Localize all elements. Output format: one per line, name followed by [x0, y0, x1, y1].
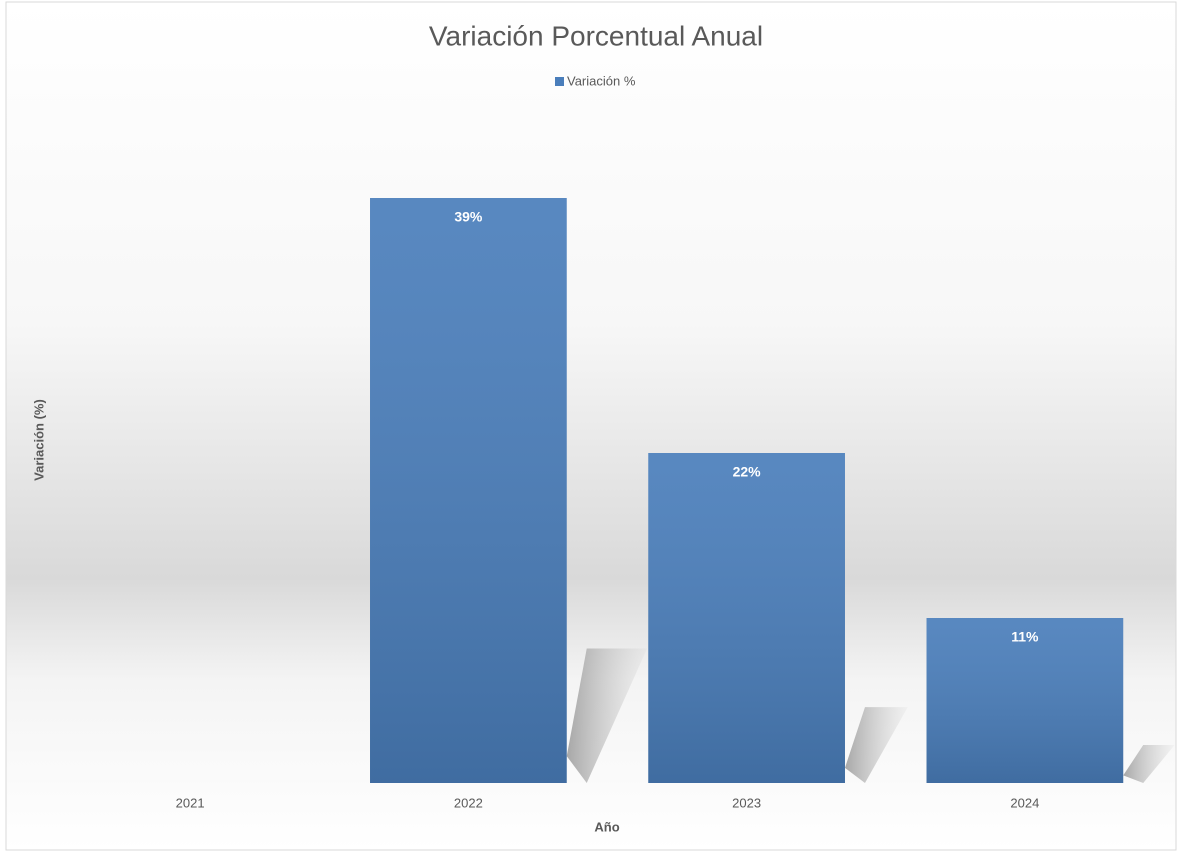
data-label: 11% [1011, 629, 1039, 645]
legend-swatch [555, 77, 564, 86]
bar-shadow [844, 707, 908, 783]
bar-shade [370, 198, 567, 783]
bar-shade [926, 618, 1124, 783]
x-tick-label: 2022 [454, 795, 483, 810]
x-tick-label: 2021 [176, 795, 205, 810]
bar-shadow [566, 648, 648, 783]
bar-shadow [1123, 745, 1175, 783]
data-label: 39% [454, 209, 483, 225]
legend-label: Variación % [567, 73, 636, 88]
x-tick-label: 2023 [732, 795, 761, 810]
x-tick-label: 2024 [1010, 795, 1039, 810]
chart-title: Variación Porcentual Anual [429, 20, 763, 51]
x-axis-title: Año [594, 819, 619, 834]
y-axis-title: Variación (%) [31, 399, 46, 481]
bar-shade [648, 453, 845, 783]
data-label: 22% [733, 464, 762, 480]
